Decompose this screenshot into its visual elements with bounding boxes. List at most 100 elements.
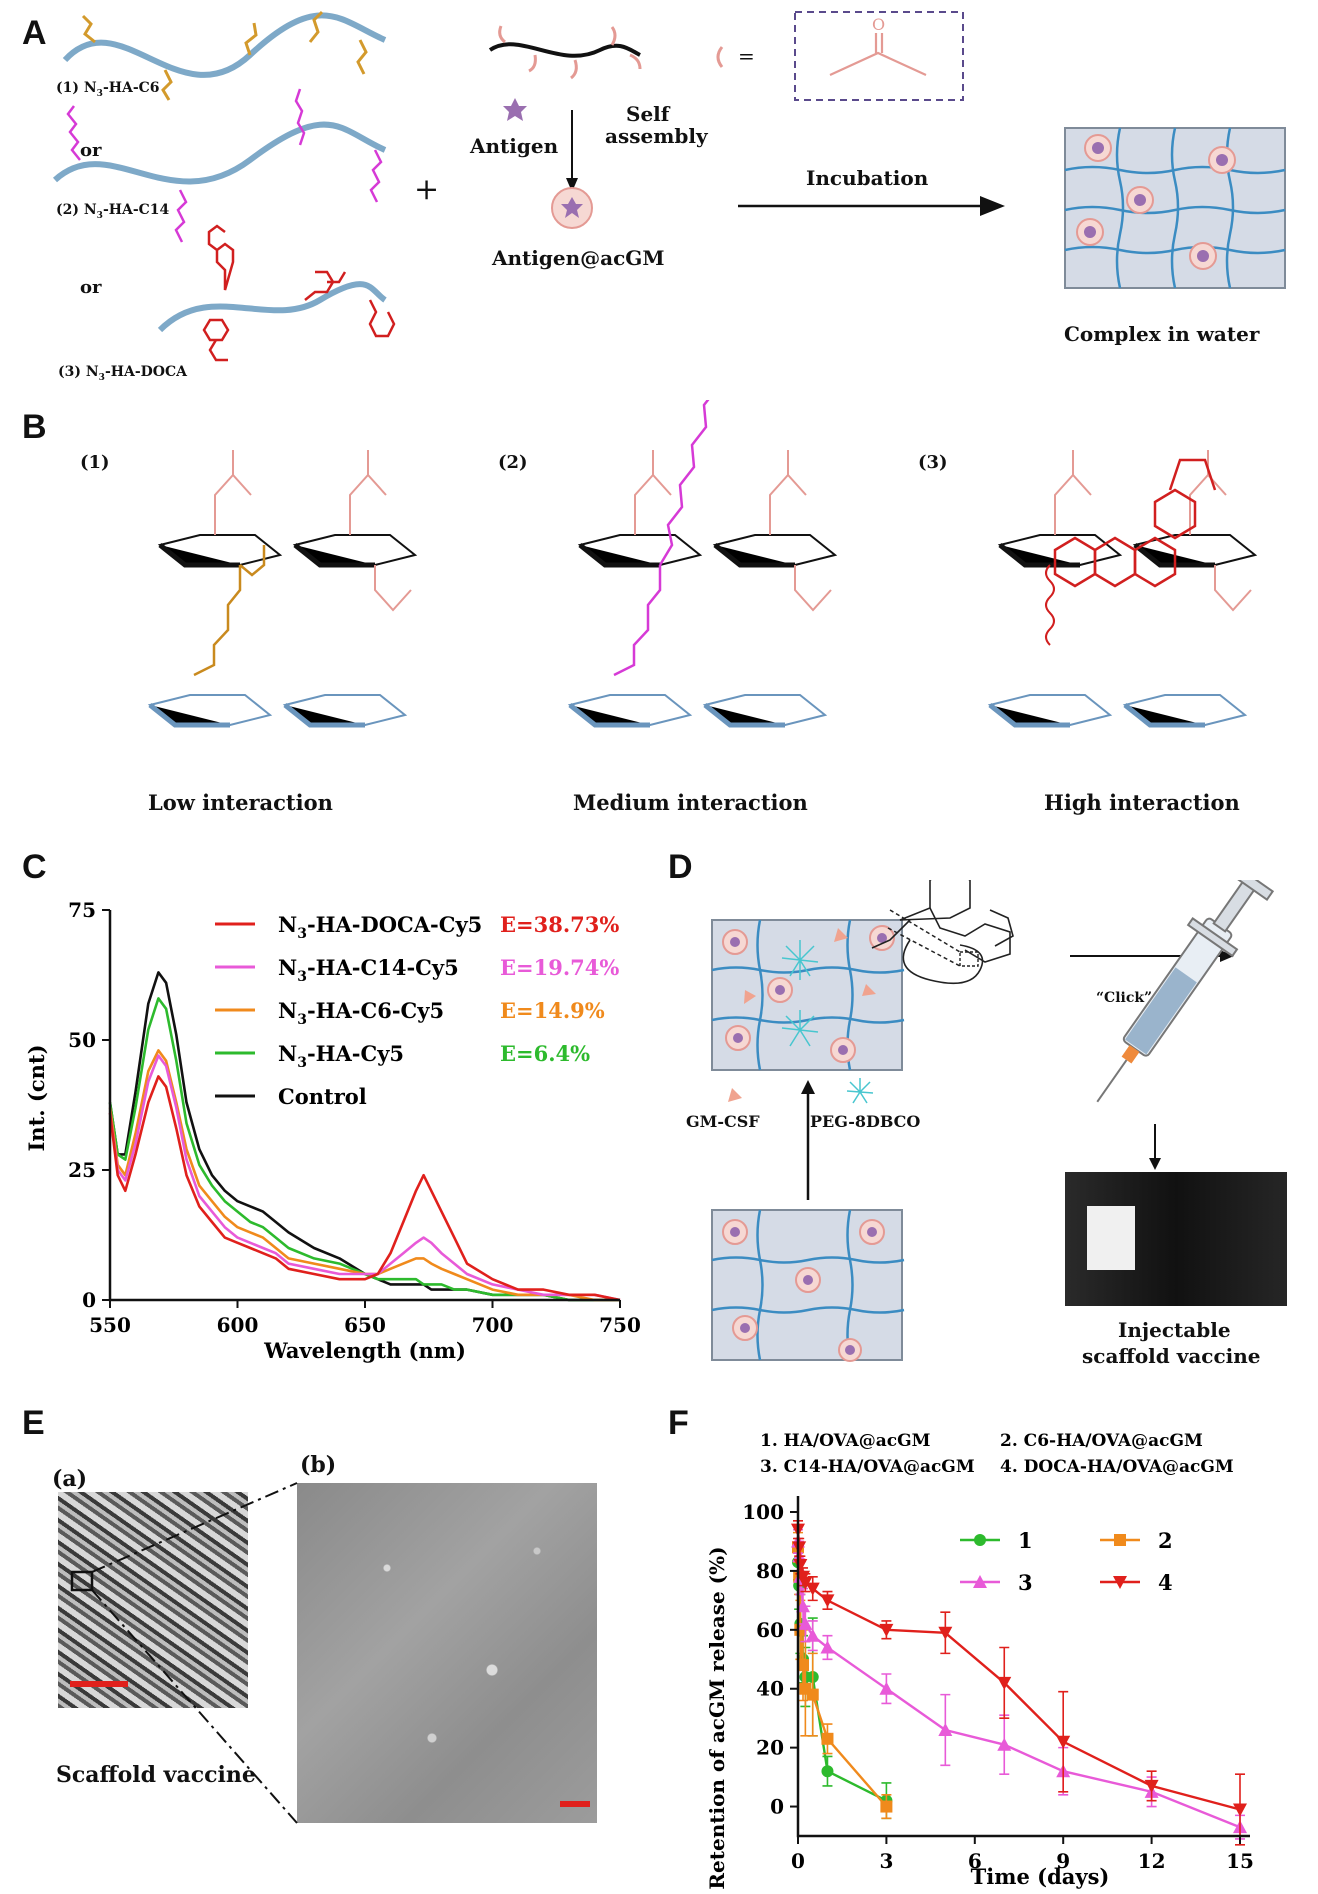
acetyl-legend-box [794,11,964,101]
data-point [798,1616,813,1630]
data-point [880,1800,893,1813]
antigen-acgm-label: Antigen@acGM [492,246,665,270]
data-point [821,1732,834,1745]
structure-caption-3: High interaction [1044,790,1240,815]
complex-hydrogel-box [1064,127,1286,289]
legend-efficiency: E=38.73% [500,912,619,937]
x-tick-label: 550 [89,1313,131,1337]
panel-letter-d: D [668,848,693,886]
sem-image-scaffold [58,1492,248,1708]
data-point [879,1681,894,1695]
data-point [1056,1735,1071,1749]
scaffold-gel-bottom [711,1209,905,1362]
x-axis-label: Time (days) [971,1864,1110,1889]
x-tick-label: 700 [472,1313,514,1337]
structure-number-3: (3) [918,452,948,473]
panel-letter-a: A [22,14,47,52]
y-tick-label: 0 [82,1288,96,1312]
scaffold-gel-top [711,919,905,1071]
data-point [1144,1779,1159,1793]
data-point [938,1626,953,1640]
legend-header-entry: 1. HA/OVA@acGM [760,1431,931,1451]
antigen-icon [503,98,527,121]
legend-header-entry: 4. DOCA-HA/OVA@acGM [1000,1457,1234,1477]
injectable-caption-2: scaffold vaccine [1082,1344,1261,1368]
c14-chains [66,88,383,243]
y-axis-label: Retention of acGM release (%) [705,1546,729,1889]
data-point [1113,1576,1127,1589]
polymer-label-3: (3) N3-HA-DOCA [58,364,187,383]
injectable-scaffold-photo [1065,1172,1287,1306]
series-line [108,1075,621,1302]
legend-entry: N3-HA-DOCA-Cy5 [278,912,482,942]
complex-label: Complex in water [1064,322,1260,346]
click-label: “Click” [1096,990,1153,1006]
series-line [108,1049,620,1302]
plus-sign: + [414,172,440,207]
structure-number-2: (2) [498,452,528,473]
x-tick-label: 600 [217,1313,259,1337]
y-tick-label: 25 [68,1158,96,1182]
legend-entry: 1 [1018,1528,1033,1553]
panel-letter-f: F [668,1404,689,1442]
legend-entry: N3-HA-C14-Cy5 [278,955,459,985]
data-point [974,1534,986,1546]
y-tick-label: 100 [742,1500,784,1524]
legend-efficiency: E=6.4% [500,1041,590,1066]
syringe-icon [1096,880,1275,1103]
acetyl-group-icon [829,33,927,76]
y-tick-label: 40 [756,1677,784,1701]
y-tick-label: 75 [68,898,96,922]
panel-d-schematic [711,880,1275,1362]
antigen-acgm-particle [551,187,593,229]
legend-entry: 4 [1158,1570,1173,1595]
gmcsf-label: GM-CSF [686,1112,760,1131]
sem-label-b: (b) [300,1452,337,1478]
legend-entry: 3 [1018,1570,1033,1595]
antigen-label: Antigen [470,134,559,158]
or-label-1: or [80,140,102,161]
series-line [108,997,620,1302]
panel-a-schematic: O [52,10,1286,362]
y-tick-label: 20 [756,1736,784,1760]
data-point [805,1582,820,1596]
peg-8dbco-icon [846,1078,874,1104]
x-tick-label: 3 [879,1849,893,1873]
legend-entry: N3-HA-Cy5 [278,1041,404,1071]
panel-letter-c: C [22,848,47,886]
series-line [108,1054,621,1302]
x-tick-label: 15 [1226,1849,1254,1873]
data-point [820,1594,835,1608]
legend-efficiency: E=19.74% [500,955,619,980]
x-tick-label: 0 [791,1849,805,1873]
polymer-label-1: (1) N3-HA-C6 [56,80,160,99]
zoom-connector [70,1482,590,1824]
y-tick-label: 80 [756,1559,784,1583]
fluorescence-chart: 550 600 650 700 750 0 25 50 75 Wavelength (nm) I… [24,898,641,1363]
structure-caption-2: Medium interaction [573,790,808,815]
incubation-label: Incubation [806,166,929,190]
data-point [821,1765,834,1778]
y-axis-label: Int. (cnt) [24,1044,49,1151]
data-point [973,1575,987,1588]
y-tick-label: 0 [770,1795,784,1819]
data-point [997,1737,1012,1751]
data-point [805,1628,820,1642]
ha-backbone-1 [62,12,387,78]
x-tick-label: 9 [1056,1849,1070,1873]
data-point [997,1676,1012,1690]
gmcsf-icon [728,1088,742,1102]
x-tick-label: 6 [968,1849,982,1873]
polymer-label-2: (2) N3-HA-C14 [56,202,170,221]
data-point [938,1722,953,1736]
panel-letter-b: B [22,408,47,446]
data-point [820,1640,835,1654]
legend-entry: 2 [1158,1528,1173,1553]
y-tick-label: 50 [68,1028,96,1052]
data-point [1233,1803,1247,1817]
release-chart: 1. HA/OVA@acGM 2. C6-HA/OVA@acGM 3. C14-HA… [705,1431,1254,1890]
legend-entry: Control [278,1084,367,1109]
x-tick-label: 650 [344,1313,386,1337]
dbco-structure [871,880,1014,985]
legend-header-entry: 2. C6-HA/OVA@acGM [1000,1431,1203,1451]
